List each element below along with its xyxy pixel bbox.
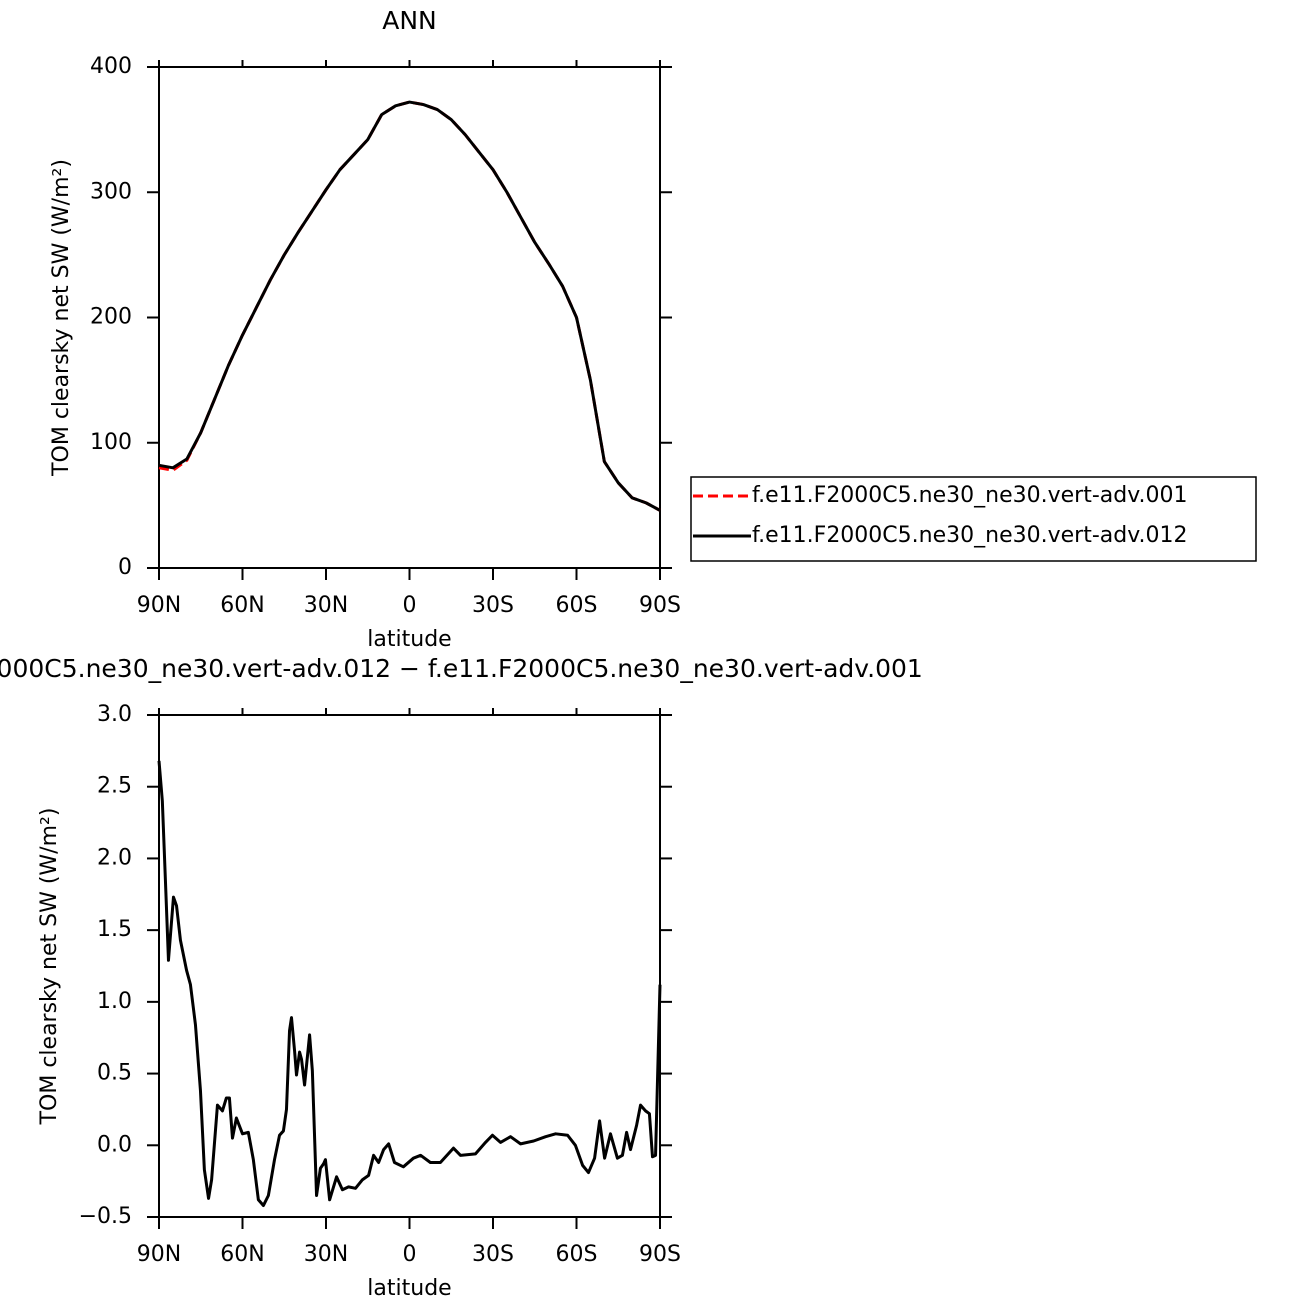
y-tick-label: −0.5 xyxy=(79,1204,132,1229)
x-tick-label: 90S xyxy=(639,1242,681,1267)
plot-frame xyxy=(158,66,661,569)
legend-label: f.e11.F2000C5.ne30_ne30.vert-adv.001 xyxy=(752,483,1188,508)
x-axis-label: latitude xyxy=(367,627,451,652)
y-tick-label: 300 xyxy=(90,179,132,204)
x-tick-label: 60S xyxy=(556,593,598,618)
chart-title: ANN xyxy=(382,6,437,35)
y-axis-label: TOM clearsky net SW (W/m²) xyxy=(37,808,62,1126)
y-tick-label: 200 xyxy=(90,305,132,330)
x-tick-label: 60N xyxy=(220,593,264,618)
chart-title: f.e11.F2000C5.ne30_ne30.vert-adv.012 − f… xyxy=(0,654,923,683)
x-tick-label: 60N xyxy=(220,1242,264,1267)
x-tick-label: 90N xyxy=(137,593,181,618)
y-tick-label: 3.0 xyxy=(97,702,132,727)
x-tick-label: 90S xyxy=(639,593,681,618)
x-tick-label: 30N xyxy=(304,1242,348,1267)
x-tick-label: 90N xyxy=(137,1242,181,1267)
x-tick-label: 30S xyxy=(472,593,514,618)
y-tick-label: 0.0 xyxy=(97,1132,132,1157)
plot-frame xyxy=(158,714,661,1218)
y-tick-label: 0.5 xyxy=(97,1061,132,1086)
y-tick-label: 2.5 xyxy=(97,774,132,799)
legend-box xyxy=(690,476,1257,562)
y-tick-label: 0 xyxy=(118,555,132,580)
data-line xyxy=(158,100,661,512)
y-axis-label: TOM clearsky net SW (W/m²) xyxy=(49,159,74,477)
x-tick-label: 60S xyxy=(556,1242,598,1267)
x-tick-label: 0 xyxy=(403,593,417,618)
x-axis-label: latitude xyxy=(367,1276,451,1301)
data-line xyxy=(158,100,661,512)
x-tick-label: 30S xyxy=(472,1242,514,1267)
y-tick-label: 400 xyxy=(90,54,132,79)
x-tick-label: 30N xyxy=(304,593,348,618)
x-tick-label: 0 xyxy=(403,1242,417,1267)
data-line xyxy=(157,760,662,1208)
y-tick-label: 2.0 xyxy=(97,845,132,870)
legend-label: f.e11.F2000C5.ne30_ne30.vert-adv.012 xyxy=(752,523,1188,548)
y-tick-label: 100 xyxy=(90,430,132,455)
y-tick-label: 1.0 xyxy=(97,989,132,1014)
y-tick-label: 1.5 xyxy=(97,917,132,942)
